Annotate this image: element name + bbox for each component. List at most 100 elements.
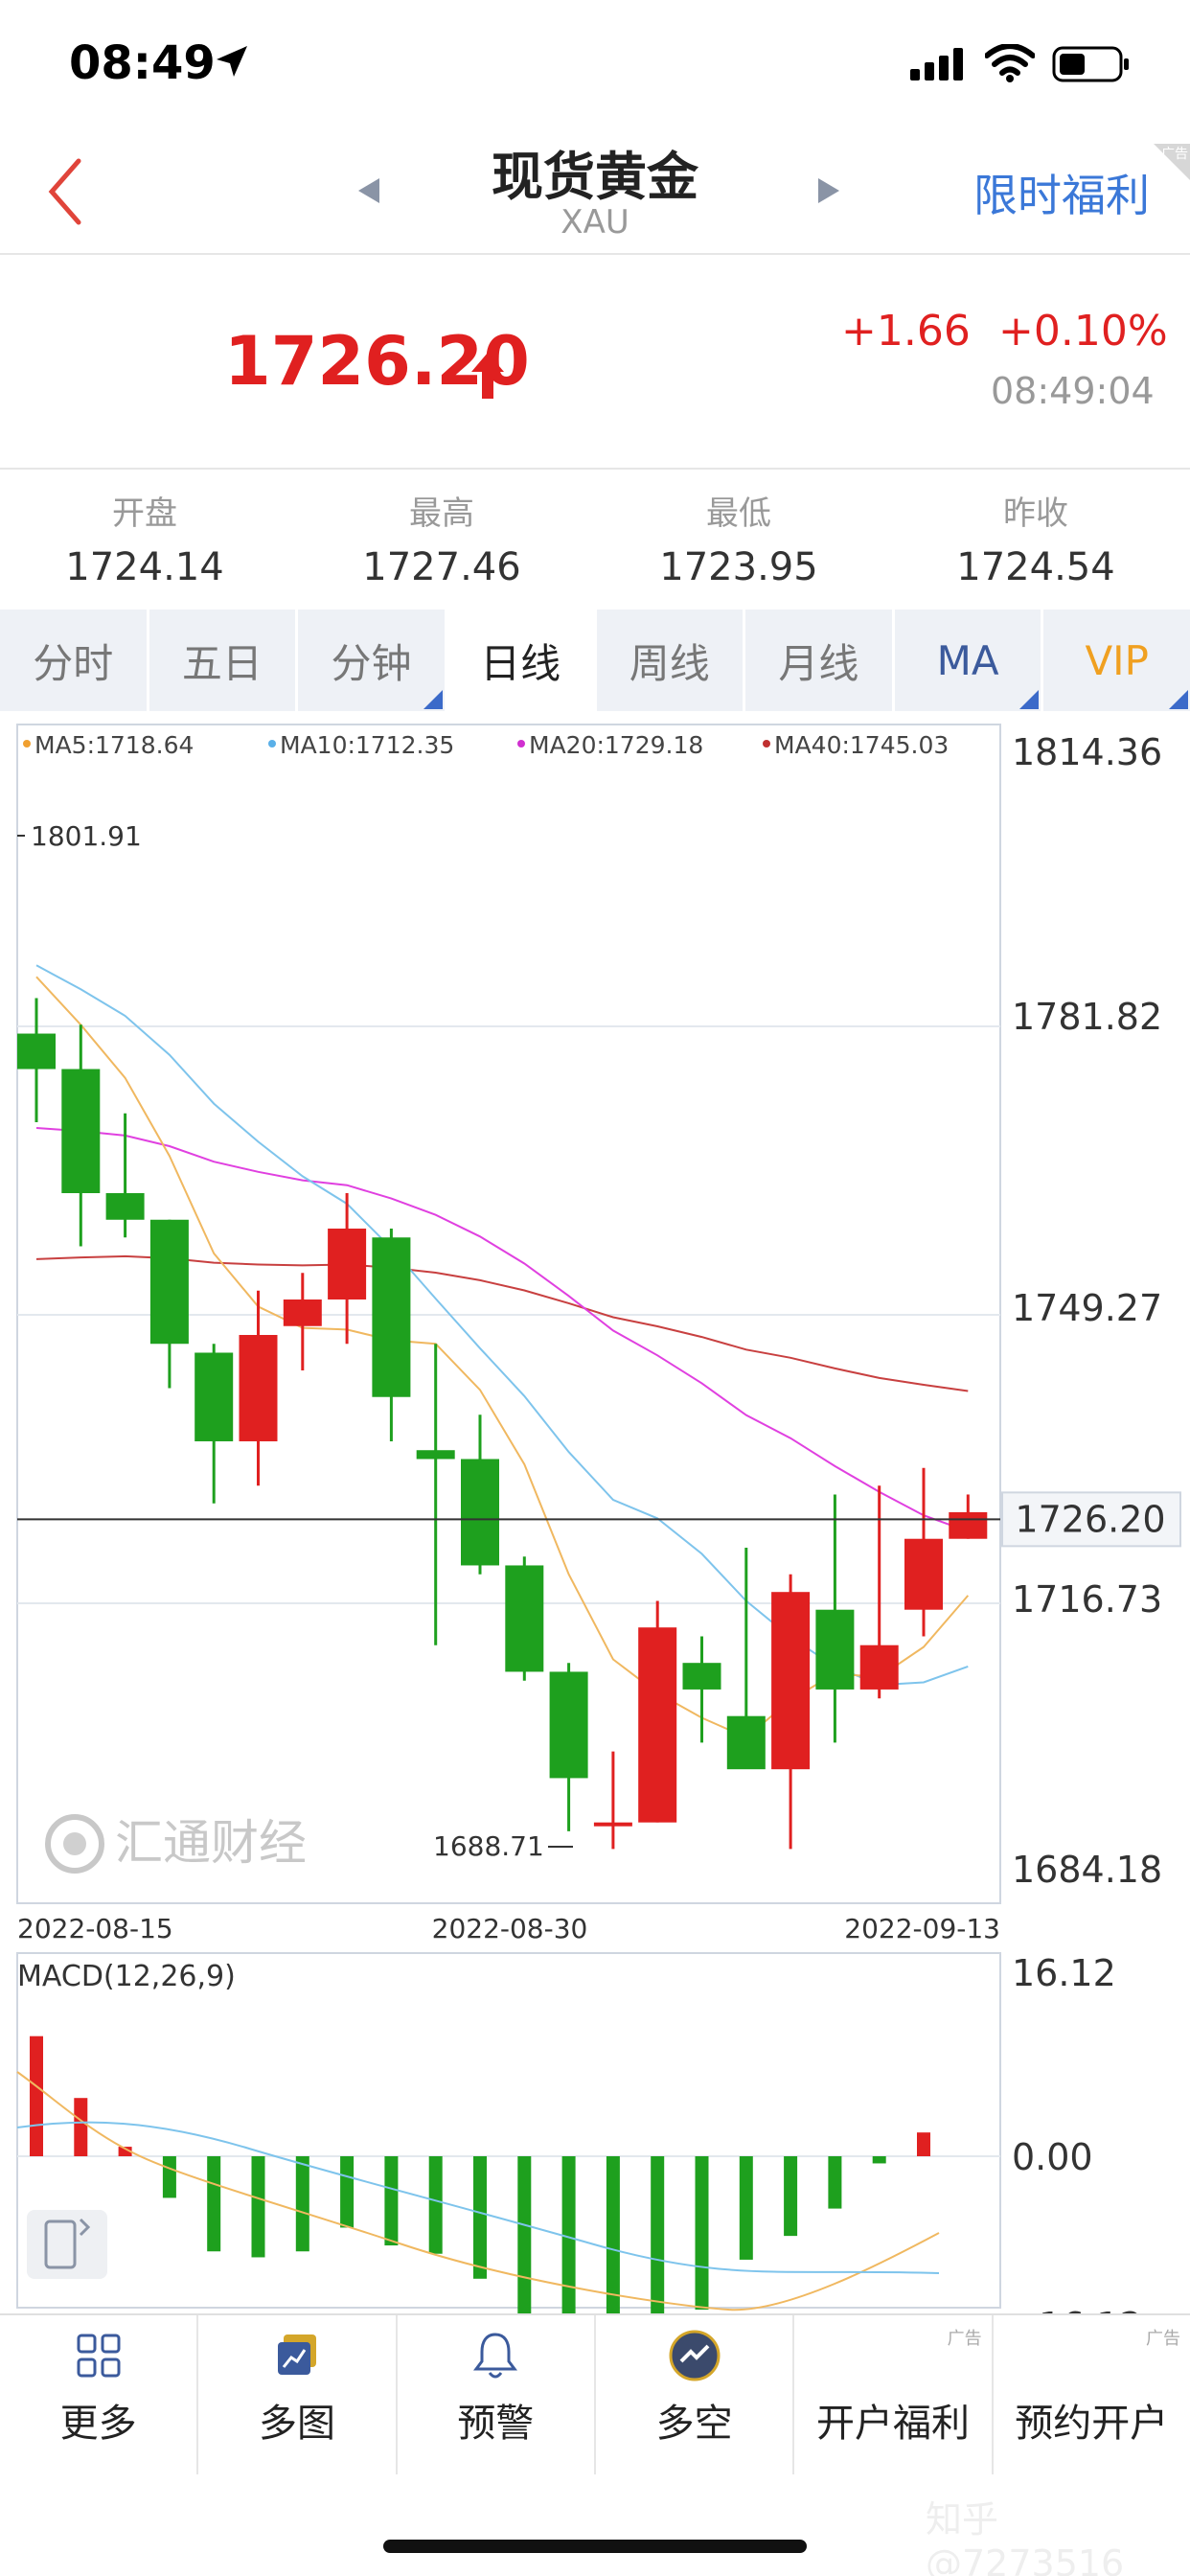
header-divider <box>0 253 1190 255</box>
price-divider <box>0 468 1190 470</box>
current-price-box <box>1001 1491 1181 1548</box>
macd-bar <box>118 2147 132 2156</box>
y-tick: 1814.36 <box>1012 731 1162 773</box>
multi-chart-icon <box>274 2329 320 2382</box>
tab-ma[interactable]: MA <box>895 610 1044 711</box>
status-time: 08:49 <box>69 36 216 90</box>
macd-bar <box>561 2156 576 2313</box>
macd-bar <box>74 2098 88 2156</box>
macd-label: MACD(12,26,9) <box>17 1960 236 1993</box>
account-bonus-label: 开户福利 <box>815 2402 970 2446</box>
stat-prev-close: 昨收 1724.54 <box>916 487 1156 589</box>
ma10-line <box>35 964 969 1687</box>
legend-ma20: MA20:1729.18 <box>529 731 703 759</box>
dropdown-corner-icon <box>1169 690 1188 709</box>
multi-chart-button[interactable]: 多图 <box>198 2315 398 2474</box>
stat-label: 最高 <box>409 494 474 533</box>
legend-ma5: MA5:1718.64 <box>34 731 194 759</box>
macd-dea-line <box>16 2071 940 2312</box>
kline-chart[interactable]: 1726.20 MA5:1718.64 MA10:1712.35 MA20:17… <box>0 711 1190 2313</box>
stat-label: 昨收 <box>1003 494 1068 533</box>
candle-body <box>904 1538 943 1610</box>
home-indicator <box>383 2540 807 2553</box>
candlesticks <box>17 998 988 1850</box>
period-tabs: 分时 五日 分钟 日线 周线 月线 MA VIP <box>0 610 1190 711</box>
back-button[interactable] <box>42 153 90 230</box>
price-change: +1.66 <box>841 307 971 356</box>
candle-body <box>726 1715 766 1770</box>
macd-bar <box>828 2156 842 2209</box>
brand-logo-icon <box>45 1814 104 1874</box>
y-tick: 1781.82 <box>1012 996 1162 1038</box>
macd-bar <box>784 2156 798 2237</box>
stat-value: 1724.54 <box>956 545 1115 589</box>
stat-value: 1723.95 <box>659 545 818 589</box>
bell-icon <box>472 2329 518 2382</box>
legend-dot <box>23 740 31 748</box>
y-tick: 1749.27 <box>1012 1287 1162 1329</box>
tab-monthly[interactable]: 月线 <box>745 610 895 711</box>
more-button[interactable]: 更多 <box>0 2315 199 2474</box>
candle-body <box>682 1663 721 1690</box>
alert-button[interactable]: 预警 <box>398 2315 596 2474</box>
location-arrow-icon <box>217 46 247 77</box>
macd-bar <box>251 2156 265 2258</box>
tab-vip[interactable]: VIP <box>1043 610 1190 711</box>
macd-dif-line <box>16 2121 940 2274</box>
quote-time: 08:49:04 <box>991 370 1155 412</box>
low-annotation: 1688.71 <box>433 1830 544 1862</box>
tab-ma-label: MA <box>936 636 999 684</box>
candle-body <box>105 1193 145 1220</box>
candle-body <box>372 1237 411 1397</box>
long-short-button[interactable]: 多空 <box>596 2315 795 2474</box>
account-bonus-button[interactable]: 广告 开户福利 <box>794 2315 994 2474</box>
tab-minute[interactable]: 分钟 <box>298 610 447 711</box>
candle-body <box>239 1334 278 1441</box>
macd-bar <box>651 2156 665 2313</box>
rotate-phone-icon <box>44 2218 91 2269</box>
previous-instrument-button[interactable] <box>355 176 383 205</box>
stat-value: 1724.14 <box>65 545 224 589</box>
next-instrument-button[interactable] <box>814 176 843 205</box>
limited-offer-link[interactable]: 限时福利 <box>973 170 1150 221</box>
ma-legend: MA5:1718.64 MA10:1712.35 MA20:1729.18 MA… <box>23 731 949 759</box>
alert-label: 预警 <box>457 2402 535 2446</box>
macd-y-tick: 16.12 <box>1012 1952 1116 1994</box>
ad-tag: 广告 <box>947 2329 982 2349</box>
candle-body <box>328 1229 367 1300</box>
multi-chart-label: 多图 <box>258 2402 335 2446</box>
stat-low: 最低 1723.95 <box>619 487 858 589</box>
tab-five-day[interactable]: 五日 <box>149 610 299 711</box>
tab-intraday[interactable]: 分时 <box>0 610 149 711</box>
candle-body <box>283 1299 322 1326</box>
brand-logo-core <box>63 1832 86 1855</box>
tab-vip-label: VIP <box>1085 636 1149 684</box>
wifi-icon <box>985 44 1035 82</box>
macd-y-tick: 0.00 <box>1012 2136 1093 2178</box>
stat-label: 开盘 <box>112 494 177 533</box>
more-label: 更多 <box>59 2402 137 2446</box>
price-up-arrow-icon <box>471 353 504 399</box>
book-account-label: 预约开户 <box>1015 2402 1169 2446</box>
high-annotation: 1801.91 <box>31 820 142 852</box>
tab-minute-label: 分钟 <box>331 639 412 687</box>
y-tick: 1716.73 <box>1012 1578 1162 1621</box>
chart-brand: 汇通财经 <box>45 1814 307 1874</box>
long-short-label: 多空 <box>655 2402 733 2446</box>
current-price: 1726.20 <box>224 322 530 401</box>
cellular-signal-icon <box>910 48 963 80</box>
stat-high: 最高 1727.46 <box>322 487 561 589</box>
macd-bar <box>517 2156 532 2313</box>
book-account-button[interactable]: 广告 预约开户 <box>994 2315 1190 2474</box>
macd-bar <box>917 2132 930 2156</box>
image-watermark: 知乎 @7273516 <box>926 2498 1125 2576</box>
macd-histogram <box>30 2036 930 2313</box>
candle-body <box>149 1219 189 1345</box>
dropdown-corner-icon <box>1019 690 1040 709</box>
legend-ma10: MA10:1712.35 <box>280 731 454 759</box>
battery-icon <box>1052 46 1129 82</box>
stat-value: 1727.46 <box>362 545 521 589</box>
tab-daily[interactable]: 日线 <box>446 610 597 711</box>
candle-body <box>949 1511 988 1539</box>
tab-weekly[interactable]: 周线 <box>597 610 746 711</box>
